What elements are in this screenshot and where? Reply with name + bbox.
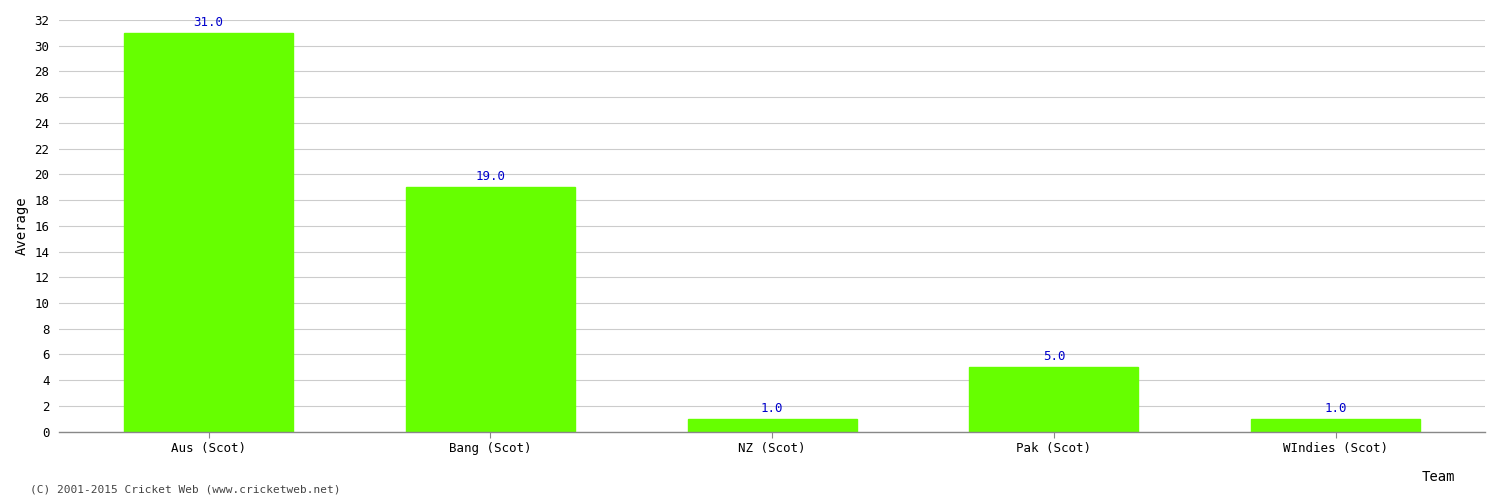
Y-axis label: Average: Average [15,196,28,255]
Text: 31.0: 31.0 [194,16,224,29]
Bar [969,368,1138,432]
Bar [1251,418,1420,432]
Text: 19.0: 19.0 [476,170,506,183]
Text: Team: Team [1422,470,1455,484]
Text: 1.0: 1.0 [760,402,783,415]
Bar [406,187,574,432]
Bar [687,418,856,432]
Text: 1.0: 1.0 [1324,402,1347,415]
Text: 5.0: 5.0 [1042,350,1065,364]
Bar [124,33,292,431]
Text: (C) 2001-2015 Cricket Web (www.cricketweb.net): (C) 2001-2015 Cricket Web (www.cricketwe… [30,485,340,495]
